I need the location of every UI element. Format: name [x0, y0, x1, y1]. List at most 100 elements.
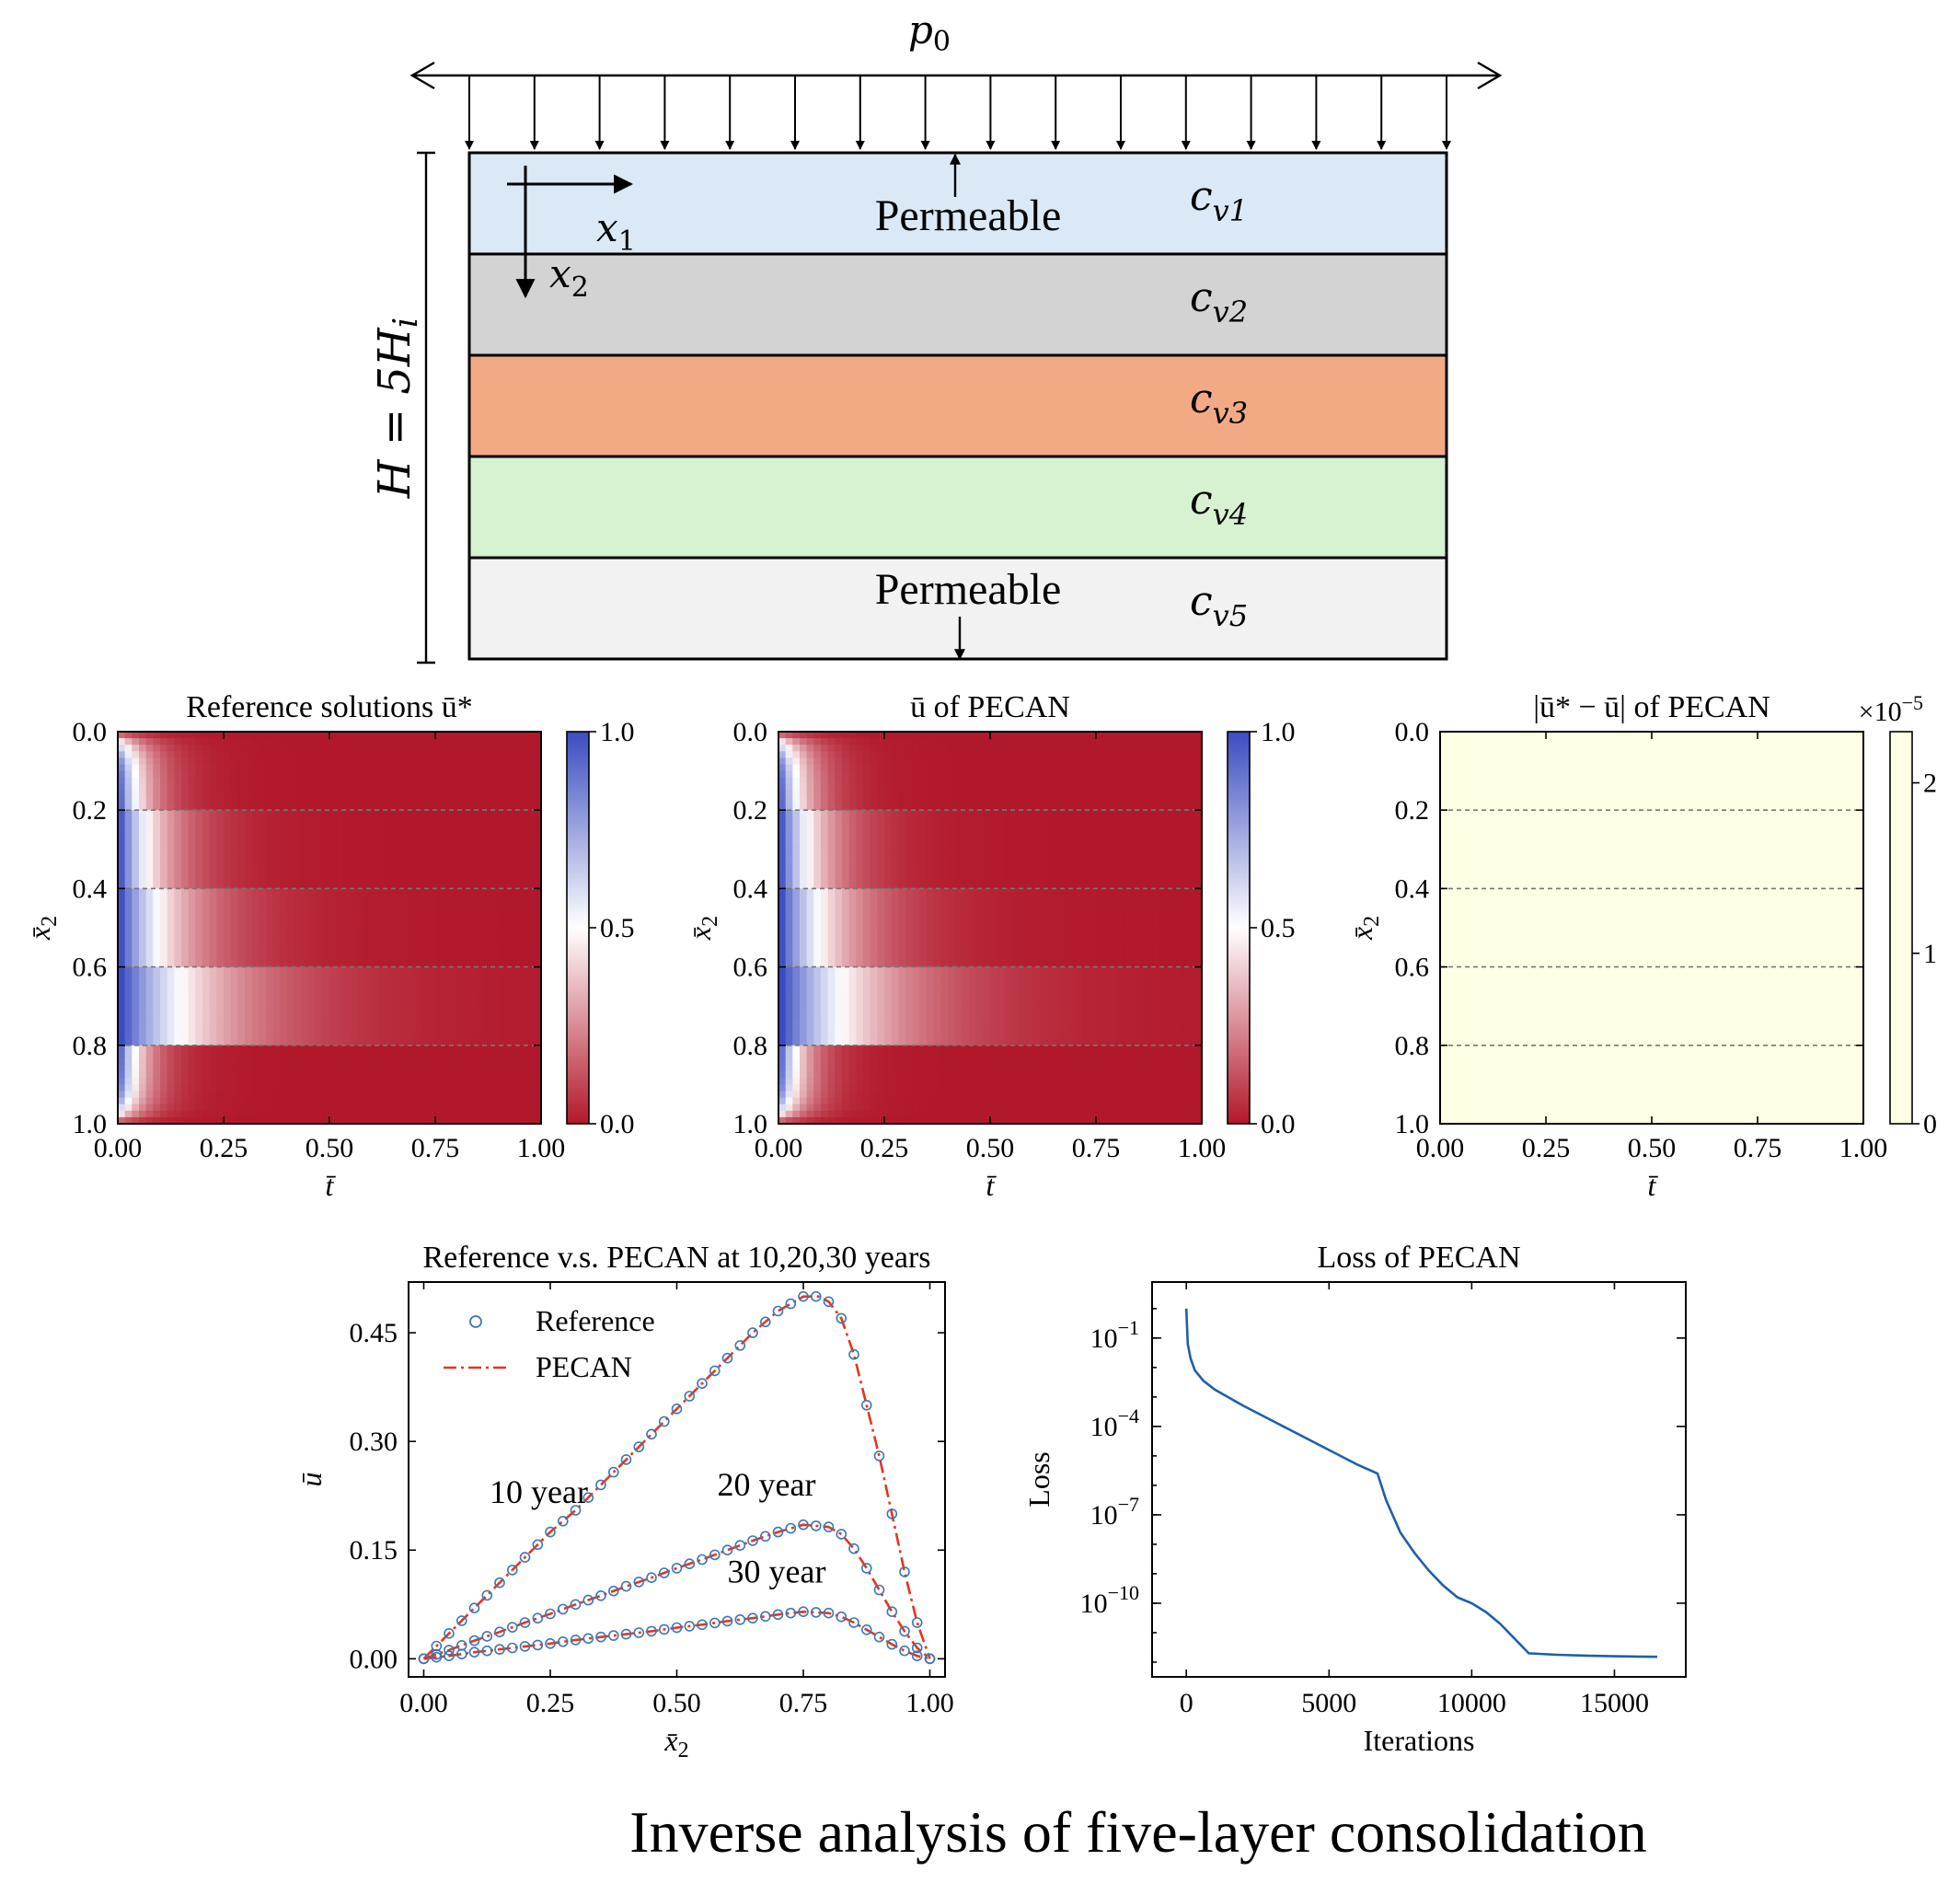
heatmap-cell: [216, 895, 225, 903]
heatmap-cell: [470, 783, 478, 792]
heatmap-cell: [216, 829, 225, 838]
heatmap-cell: [891, 803, 899, 811]
heatmap-cell: [520, 757, 528, 766]
heatmap-cell: [463, 901, 471, 909]
heatmap-cell: [778, 1032, 787, 1040]
heatmap-cell: [280, 901, 288, 909]
heatmap-cell: [308, 1071, 317, 1079]
heatmap-cell: [449, 732, 457, 739]
heatmap-cell: [393, 790, 401, 798]
heatmap-cell: [237, 816, 246, 824]
heatmap-cell: [139, 842, 147, 850]
heatmap-cell: [315, 757, 323, 766]
heatmap-cell: [315, 823, 323, 831]
heatmap-cell: [478, 855, 486, 863]
heatmap-cell: [145, 757, 154, 766]
heatmap-cell: [351, 836, 359, 844]
heatmap-cell: [272, 966, 281, 975]
heatmap-cell: [216, 1110, 225, 1118]
heatmap-cell: [294, 882, 302, 889]
heatmap-cell: [785, 1025, 793, 1034]
x-tick-label: 0.00: [94, 1133, 143, 1163]
heatmap-cell: [442, 829, 450, 838]
heatmap-cell: [322, 745, 330, 752]
heatmap-cell: [806, 1045, 814, 1053]
heatmap-cell: [308, 738, 317, 745]
heatmap-cell: [386, 1038, 394, 1046]
heatmap-cell: [160, 1006, 168, 1013]
heatmap-cell: [209, 836, 217, 844]
heatmap-cell: [905, 1012, 914, 1020]
heatmap-cell: [294, 907, 302, 916]
heatmap-cell: [800, 849, 808, 857]
heatmap-cell: [118, 1078, 126, 1085]
heatmap-cell: [386, 901, 394, 909]
heatmap-cell: [343, 1071, 352, 1079]
heatmap-cell: [534, 757, 542, 766]
heatmap-cell: [449, 757, 457, 766]
heatmap-cell: [905, 738, 914, 745]
heatmap-cell: [280, 1091, 288, 1099]
heatmap-cell: [848, 764, 857, 772]
heatmap-cell: [364, 979, 373, 988]
heatmap-cell: [216, 1097, 225, 1105]
heatmap-cell: [526, 745, 535, 752]
heatmap-cell: [863, 1051, 871, 1059]
heatmap-cell: [905, 757, 914, 766]
heatmap-cell: [386, 745, 394, 752]
y-tick-label: 1.0: [73, 1109, 108, 1139]
heatmap-cell: [821, 934, 829, 942]
heatmap-cell: [821, 901, 829, 909]
heatmap-cell: [421, 960, 429, 968]
heatmap-cell: [470, 1006, 478, 1013]
heatmap-cell: [526, 751, 535, 758]
heatmap-cell: [870, 764, 878, 772]
heatmap-cell: [435, 1051, 444, 1059]
heatmap-cell: [329, 777, 338, 785]
heatmap-cell: [785, 901, 793, 909]
heatmap-cell: [329, 920, 338, 929]
heatmap-cell: [827, 888, 836, 896]
heatmap-cell: [160, 934, 168, 942]
heatmap-cell: [301, 1110, 309, 1118]
heatmap-cell: [792, 1078, 801, 1085]
heatmap-cell: [167, 829, 175, 838]
heatmap-cell: [863, 862, 871, 870]
heatmap-cell: [792, 993, 801, 1000]
heatmap-cell: [856, 960, 864, 968]
heatmap-cell: [308, 986, 317, 994]
heatmap-cell: [456, 855, 465, 863]
heatmap-cell: [145, 1025, 154, 1034]
heatmap-cell: [322, 1065, 330, 1072]
heatmap-cell: [160, 1071, 168, 1079]
heatmap-cell: [399, 901, 408, 909]
heatmap-cell: [778, 751, 787, 758]
heatmap-cell: [421, 810, 429, 817]
heatmap-cell: [209, 882, 217, 889]
heatmap-cell: [329, 842, 338, 850]
heatmap-cell: [912, 862, 920, 870]
heatmap-cell: [435, 966, 444, 975]
heatmap-cell: [513, 1097, 521, 1105]
heatmap-cell: [336, 999, 344, 1007]
heatmap-cell: [919, 764, 928, 772]
heatmap-cell: [139, 966, 147, 975]
heatmap-cell: [534, 1065, 542, 1072]
heatmap-cell: [195, 973, 203, 981]
heatmap-cell: [821, 1078, 829, 1085]
heatmap-cell: [463, 790, 471, 798]
heatmap-cell: [863, 1065, 871, 1072]
heatmap-cell: [209, 1071, 217, 1079]
heatmap-cell: [118, 928, 126, 935]
heatmap-cell: [905, 1065, 914, 1072]
heatmap-cell: [315, 816, 323, 824]
heatmap-cell: [863, 1091, 871, 1099]
heatmap-cell: [195, 1078, 203, 1085]
heatmap-cell: [891, 823, 899, 831]
heatmap-cell: [456, 1116, 465, 1125]
heatmap-cell: [505, 895, 513, 903]
heatmap-cell: [463, 1038, 471, 1046]
soil-layer-1: cv1: [467, 151, 1448, 256]
heatmap-cell: [230, 1103, 238, 1112]
heatmap-cell: [266, 888, 274, 896]
